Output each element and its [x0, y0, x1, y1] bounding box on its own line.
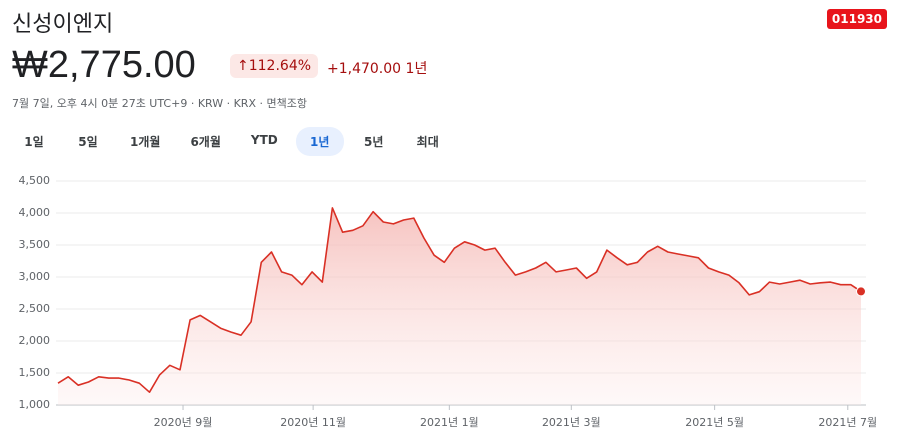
range-buttons: 1일 5일 1개월 6개월 YTD 1년 5년 최대	[10, 127, 452, 156]
change-value: +1,470.00	[327, 61, 402, 77]
x-tick-label: 2021년 7월	[818, 416, 877, 429]
change-value-row: +1,470.00 1년	[327, 58, 427, 78]
y-tick-label: 4,500	[19, 174, 51, 187]
x-tick-label: 2021년 1월	[420, 416, 479, 429]
x-tick-label: 2020년 11월	[280, 416, 346, 429]
up-arrow: ↑	[237, 58, 249, 74]
x-tick-label: 2021년 3월	[542, 416, 601, 429]
x-tick-label: 2021년 5월	[685, 416, 744, 429]
price-line	[57, 207, 862, 393]
range-button[interactable]: 5일	[78, 135, 98, 149]
subtitle: 7월 7일, 오후 4시 0분 27초 UTC+9 · KRW · KRX · …	[12, 97, 307, 110]
y-tick-label: 2,500	[19, 302, 51, 315]
range-button[interactable]: 최대	[416, 135, 439, 149]
change-percent-badge: ↑112.64%	[230, 54, 319, 78]
y-tick-label: 1,500	[19, 366, 51, 379]
y-tick-label: 2,000	[19, 334, 51, 347]
area-fill	[58, 207, 861, 405]
range-button[interactable]: 6개월	[190, 135, 221, 149]
last-point	[856, 286, 866, 297]
range-button[interactable]: YTD	[250, 133, 278, 147]
range-button[interactable]: 1일	[24, 135, 44, 149]
price: ₩2,775.00	[12, 44, 196, 86]
change-percent: 112.64%	[248, 58, 312, 74]
y-tick-label: 4,000	[19, 206, 51, 219]
stock-title: 신성이엔지	[12, 12, 114, 37]
y-tick-label: 3,500	[19, 238, 51, 251]
change-period: 1년	[405, 61, 428, 77]
x-tick-label: 2020년 9월	[154, 416, 213, 429]
y-tick-label: 1,000	[19, 398, 51, 411]
range-button[interactable]: 1개월	[130, 135, 161, 149]
range-button[interactable]: 1년	[295, 127, 344, 156]
ticker-badge: 011930	[826, 9, 887, 29]
range-button[interactable]: 5년	[364, 135, 384, 149]
y-tick-label: 3,000	[19, 270, 51, 283]
